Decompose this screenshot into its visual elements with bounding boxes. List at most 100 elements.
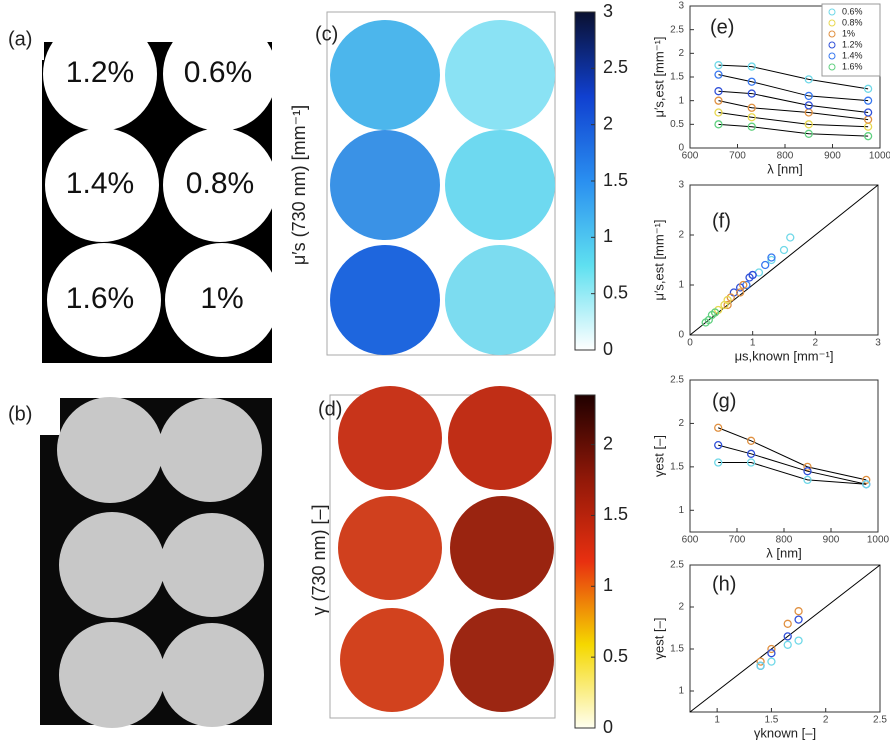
- colorbar-tick-label: 0.5: [603, 646, 628, 666]
- colorbar-tick-label: 1: [603, 226, 613, 246]
- data-point: [746, 458, 756, 467]
- data-point: [747, 89, 756, 98]
- data-point: [863, 108, 873, 117]
- label-bg: [0, 395, 60, 435]
- data-point: [863, 132, 873, 141]
- y-tick-label: 1: [678, 686, 684, 697]
- data-point: [714, 120, 723, 129]
- data-point: [714, 61, 723, 70]
- y-tick-label: 1: [678, 280, 684, 291]
- x-tick-label: 2.5: [873, 715, 887, 726]
- data-point: [786, 233, 795, 242]
- x-tick-label: 1: [714, 715, 720, 726]
- x-tick-label: 900: [823, 535, 840, 546]
- data-point: [804, 129, 813, 138]
- gamma-map: [338, 386, 554, 712]
- legend-marker: [828, 19, 836, 27]
- y-axis-label: γest [–]: [651, 618, 666, 660]
- data-point: [804, 91, 813, 101]
- series-line: [718, 112, 869, 128]
- x-tick-label: 1.5: [764, 715, 778, 726]
- y-tick-label: 2: [678, 602, 684, 613]
- data-point: [714, 423, 723, 432]
- data-point: [803, 467, 812, 476]
- data-point: [767, 644, 776, 654]
- series-line: [718, 462, 867, 485]
- colorbar-tick-label: 1: [603, 575, 613, 595]
- data-point: [783, 632, 792, 641]
- data-point: [862, 480, 871, 489]
- data-point: [804, 120, 813, 129]
- x-tick-label: 600: [682, 151, 699, 162]
- well-label: 1.2%: [66, 56, 134, 89]
- data-point: [767, 657, 776, 666]
- x-tick-label: 0: [687, 338, 693, 349]
- series-line: [718, 74, 869, 102]
- legend-label: 0.6%: [842, 6, 863, 16]
- data-point: [747, 113, 756, 122]
- data-point: [767, 649, 776, 658]
- x-axis-label: λ [nm]: [766, 545, 801, 560]
- data-point: [714, 96, 723, 105]
- data-point: [747, 77, 756, 86]
- data-point: [783, 640, 792, 649]
- x-tick-label: 1000: [867, 535, 890, 546]
- series-line: [718, 427, 867, 481]
- data-point: [803, 462, 812, 472]
- data-point: [767, 253, 776, 262]
- data-point: [735, 288, 745, 297]
- mus-map: [330, 20, 555, 355]
- data-point: [746, 449, 756, 458]
- y-tick-label: 0: [678, 330, 684, 341]
- wells: [43, 17, 279, 357]
- y-tick-label: 1.5: [670, 461, 684, 472]
- label-bg: [0, 20, 44, 60]
- data-point: [862, 475, 871, 485]
- data-point: [745, 273, 754, 282]
- y-tick-label: 2: [678, 48, 684, 59]
- panel-label: (b): [8, 403, 32, 425]
- panel-label: (f): [712, 210, 731, 232]
- well-label: 1.4%: [66, 167, 134, 200]
- series-line: [718, 123, 869, 137]
- well-label: 1%: [200, 282, 243, 315]
- colorbar-tick-label: 3: [603, 1, 613, 21]
- data-point: [714, 440, 723, 450]
- series-line: [718, 444, 867, 485]
- colorbar-tick-label: 1.5: [603, 504, 628, 524]
- y-tick-label: 2.5: [670, 560, 684, 571]
- data-point: [794, 607, 803, 616]
- legend-marker: [828, 8, 836, 16]
- x-tick-label: 600: [682, 535, 699, 546]
- series-line: [718, 90, 869, 113]
- y-tick-label: 2: [678, 230, 684, 241]
- x-tick-label: 800: [776, 535, 793, 546]
- legend-label: 1.2%: [842, 39, 863, 49]
- data-point: [747, 103, 756, 112]
- data-point: [804, 101, 813, 110]
- data-point: [714, 70, 723, 79]
- colorbar-tick-label: 0.5: [603, 282, 628, 302]
- data-point: [714, 458, 723, 467]
- y-tick-label: 1.5: [670, 644, 684, 655]
- y-tick-label: 2.5: [670, 24, 684, 35]
- well-label: 0.8%: [186, 167, 254, 200]
- data-point: [863, 96, 873, 105]
- data-point: [739, 280, 748, 290]
- colorbar-tick-label: 0: [603, 717, 613, 737]
- data-point: [723, 300, 732, 310]
- data-point: [863, 84, 873, 93]
- data-point: [701, 318, 710, 327]
- y-tick-label: 3: [678, 1, 684, 12]
- colorbar-tick-label: 0: [603, 339, 613, 359]
- data-point: [747, 122, 756, 131]
- data-point: [714, 108, 723, 117]
- data-point: [767, 255, 776, 265]
- colorbar-title: μ′s (730 nm) [mm⁻¹]: [289, 105, 309, 265]
- data-point: [720, 300, 729, 310]
- x-tick-label: 2: [813, 338, 819, 349]
- x-tick-label: 1000: [869, 151, 890, 162]
- y-axis-label: μ′s,est [mm⁻¹]: [651, 36, 666, 117]
- data-point: [761, 260, 770, 270]
- legend-marker: [828, 63, 836, 71]
